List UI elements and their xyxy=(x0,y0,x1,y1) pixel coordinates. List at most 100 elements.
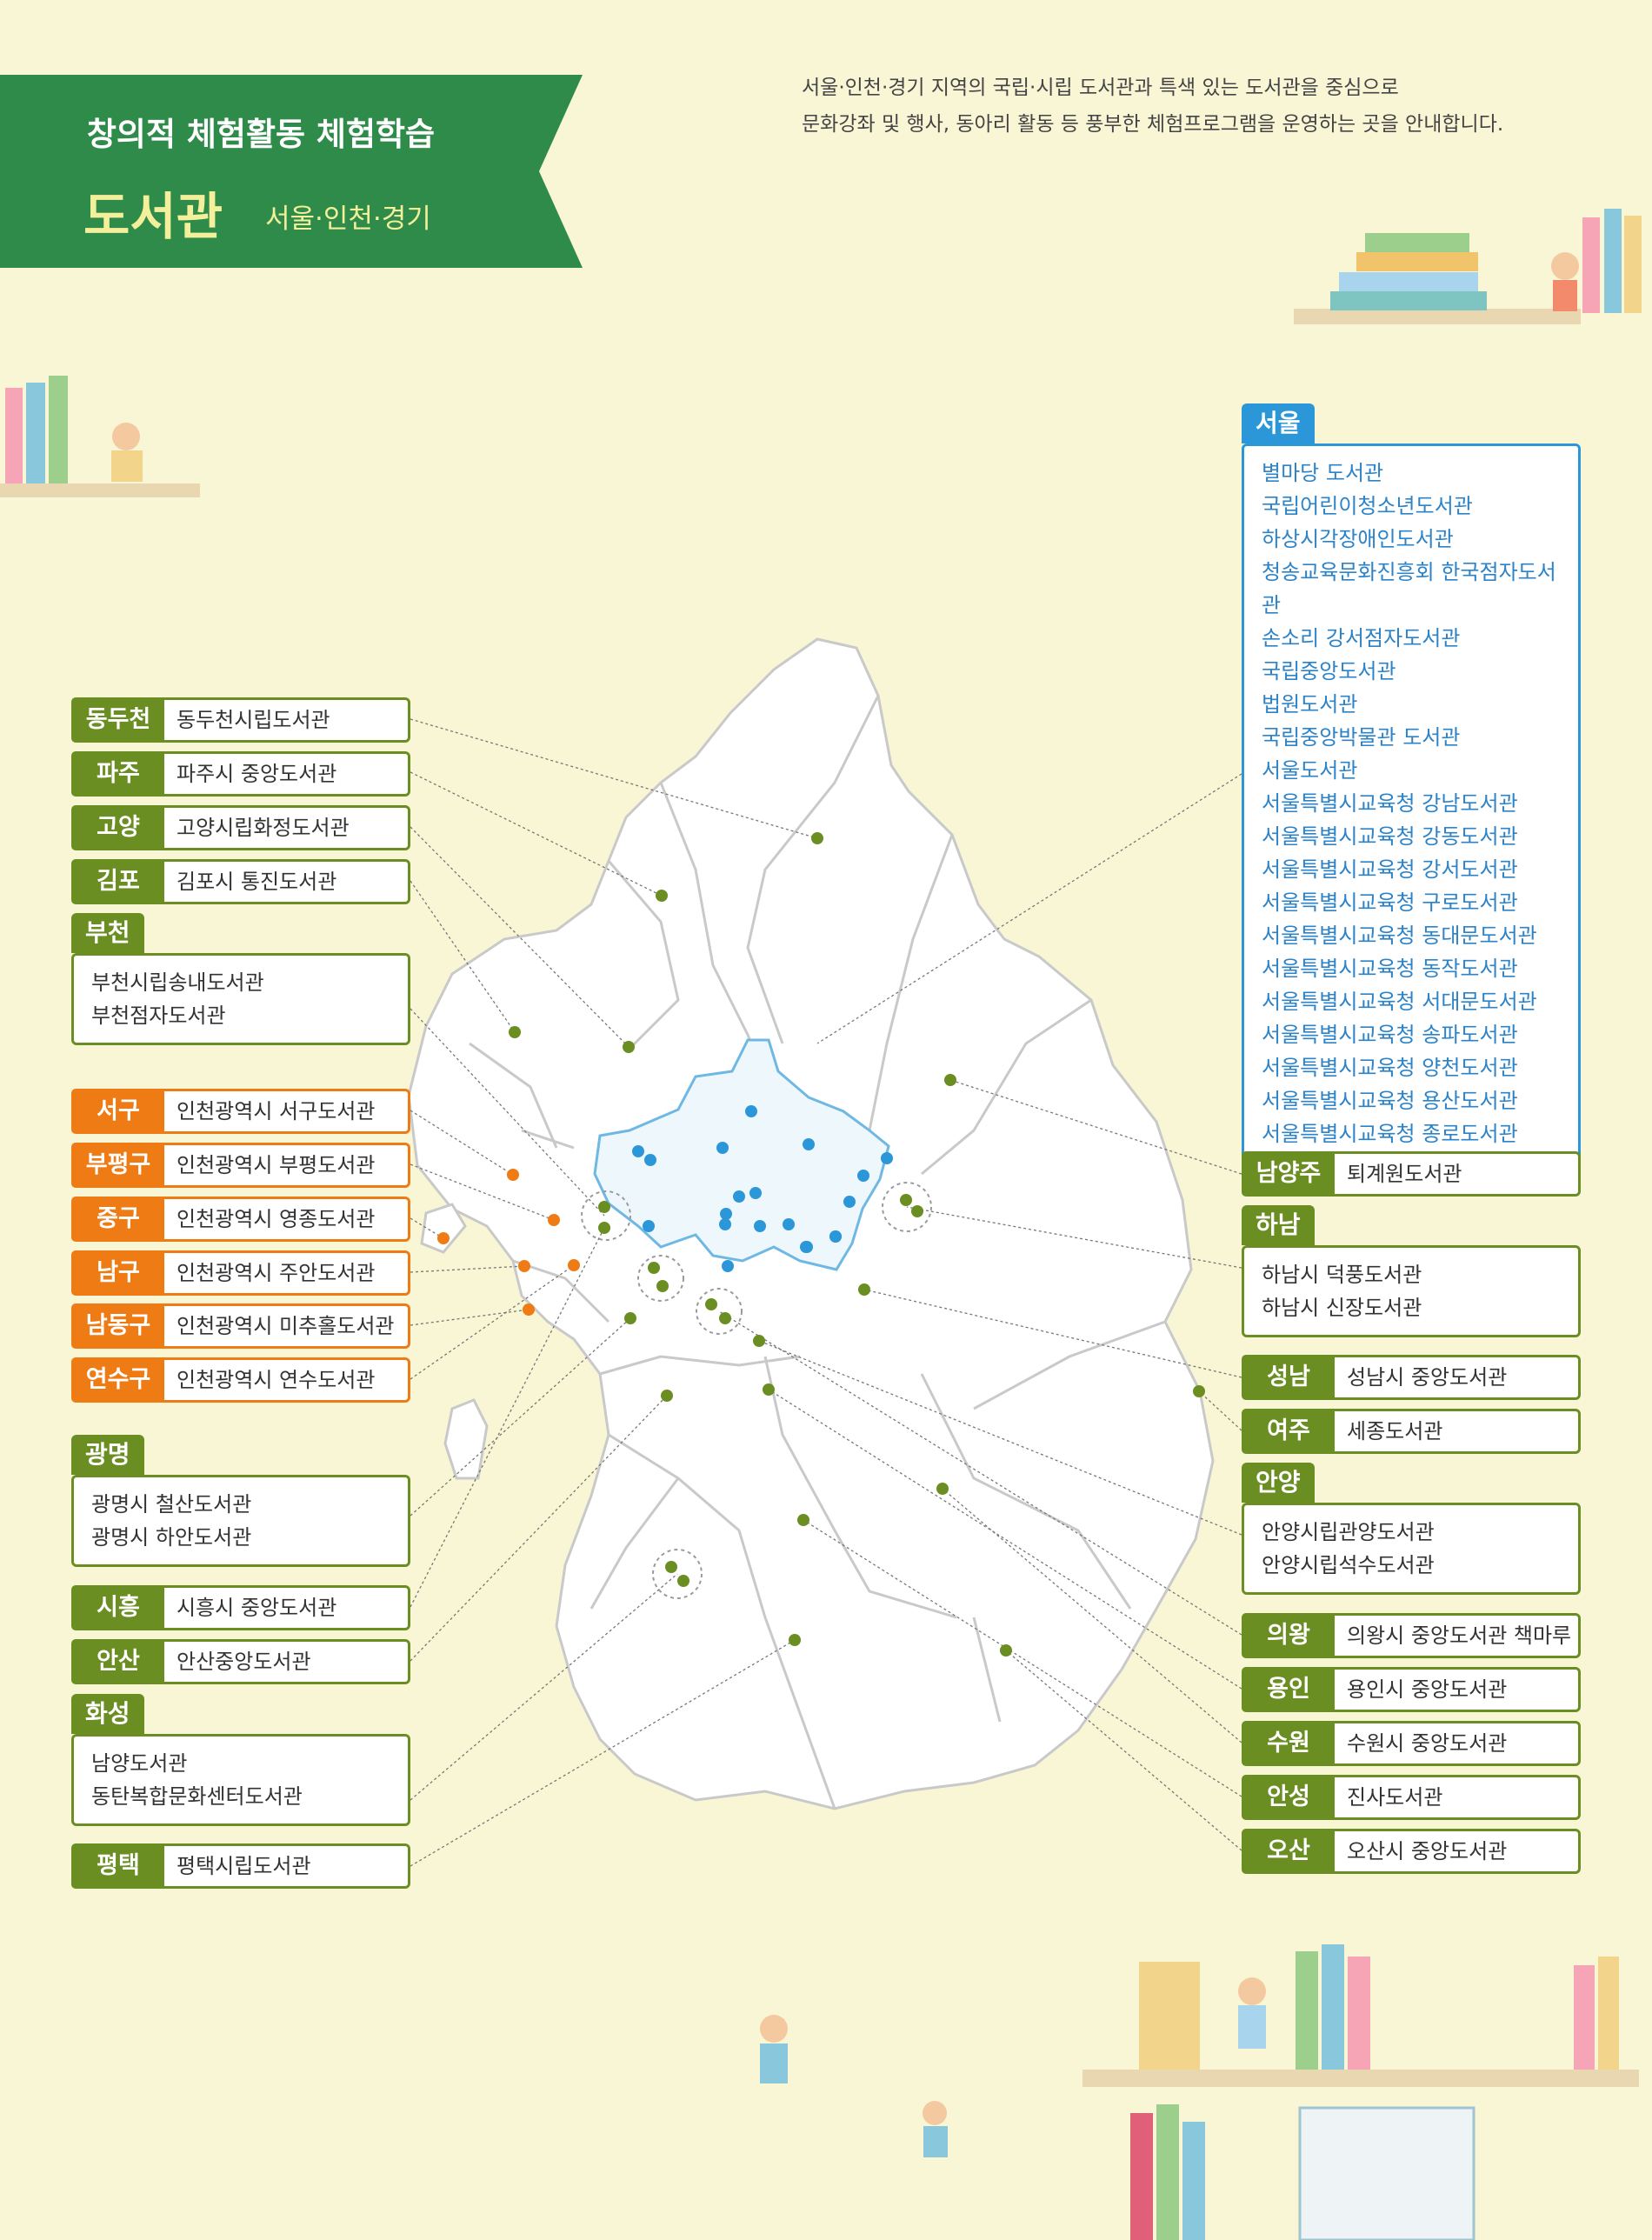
region-anyang: 안양 안양시립관양도서관 안양시립석수도서관 xyxy=(1242,1463,1581,1595)
library-name: 동두천시립도서관 xyxy=(162,697,410,743)
title-main: 창의적 체험활동 체험학습 xyxy=(86,116,436,153)
library-name: 국립어린이청소년도서관 xyxy=(1262,494,1473,518)
books-illustration-bottom xyxy=(760,1944,1639,2240)
library-marker xyxy=(858,1283,870,1296)
library-name: 부천점자도서관 xyxy=(91,1003,226,1028)
library-list: 부천시립송내도서관 부천점자도서관 xyxy=(71,953,410,1045)
region-seongnam: 성남 성남시 중앙도서관 xyxy=(1242,1355,1581,1400)
library-list: 남양도서관 동탄복합문화센터도서관 xyxy=(71,1734,410,1826)
library-name: 광명시 철산도서관 xyxy=(91,1492,252,1517)
region-label: 김포 xyxy=(71,859,165,904)
library-marker xyxy=(783,1218,795,1230)
library-marker xyxy=(936,1483,949,1495)
region-gwangmyeong: 광명 광명시 철산도서관 광명시 하안도서관 xyxy=(71,1435,410,1567)
library-marker xyxy=(632,1145,644,1157)
library-name: 안양시립관양도서관 xyxy=(1262,1520,1435,1544)
library-name: 서울특별시교육청 동작도서관 xyxy=(1262,957,1518,981)
library-marker xyxy=(1193,1385,1205,1397)
library-marker xyxy=(797,1514,809,1526)
library-name: 국립중앙박물관 도서관 xyxy=(1262,725,1461,750)
library-name: 서울특별시교육청 서대문도서관 xyxy=(1262,990,1537,1014)
region-dongducheon: 동두천 동두천시립도서관 xyxy=(71,697,410,743)
region-label: 서구 xyxy=(71,1089,165,1134)
library-name: 안산중앙도서관 xyxy=(162,1639,410,1684)
library-name: 인천광역시 영종도서관 xyxy=(162,1197,410,1242)
library-marker xyxy=(644,1154,656,1166)
library-marker xyxy=(598,1201,610,1213)
library-name: 용인시 중앙도서관 xyxy=(1332,1667,1581,1712)
region-goyang: 고양 고양시립화정도서관 xyxy=(71,805,410,850)
region-suwon: 수원 수원시 중앙도서관 xyxy=(1242,1721,1581,1766)
library-list: 하남시 덕풍도서관 하남시 신장도서관 xyxy=(1242,1245,1581,1337)
library-markers xyxy=(437,832,1205,1657)
library-name: 수원시 중앙도서관 xyxy=(1332,1721,1581,1766)
library-name: 별마당 도서관 xyxy=(1262,461,1384,485)
region-label: 평택 xyxy=(71,1843,165,1889)
library-marker xyxy=(705,1298,717,1310)
region-namgu: 남구 인천광역시 주안도서관 xyxy=(71,1250,410,1296)
title-library: 도서관 xyxy=(83,187,223,246)
region-label: 남구 xyxy=(71,1250,165,1296)
library-marker xyxy=(568,1259,580,1271)
library-name: 인천광역시 서구도서관 xyxy=(162,1089,410,1134)
library-marker xyxy=(754,1220,766,1232)
library-marker xyxy=(803,1138,815,1150)
books-illustration-left xyxy=(0,376,200,497)
library-name: 인천광역시 연수도서관 xyxy=(162,1357,410,1403)
library-marker xyxy=(719,1218,731,1230)
region-junggu: 중구 인천광역시 영종도서관 xyxy=(71,1197,410,1242)
region-gimpo: 김포 김포시 통진도서관 xyxy=(71,859,410,904)
library-list: 광명시 철산도서관 광명시 하안도서관 xyxy=(71,1475,410,1567)
library-name: 의왕시 중앙도서관 책마루 xyxy=(1332,1613,1581,1658)
region-label: 시흥 xyxy=(71,1585,165,1630)
library-name: 서울도서관 xyxy=(1262,758,1358,783)
library-name: 안양시립석수도서관 xyxy=(1262,1553,1435,1577)
region-label: 서울 xyxy=(1242,403,1315,443)
library-list: 별마당 도서관 국립어린이청소년도서관 하상시각장애인도서관 청송교육문화진흥회… xyxy=(1242,443,1581,1163)
library-marker xyxy=(720,1208,732,1220)
library-marker xyxy=(661,1390,673,1402)
library-name: 서울특별시교육청 구로도서관 xyxy=(1262,890,1518,915)
library-name: 하상시각장애인도서관 xyxy=(1262,527,1454,551)
library-name: 동탄복합문화센터도서관 xyxy=(91,1784,303,1809)
region-label: 화성 xyxy=(71,1694,144,1734)
region-label: 고양 xyxy=(71,805,165,850)
region-paju: 파주 파주시 중앙도서관 xyxy=(71,751,410,797)
cluster-circles xyxy=(581,1182,932,1599)
region-label: 오산 xyxy=(1242,1829,1336,1874)
region-label: 성남 xyxy=(1242,1355,1336,1400)
region-label: 안성 xyxy=(1242,1775,1336,1820)
region-label: 연수구 xyxy=(71,1357,165,1403)
region-label: 중구 xyxy=(71,1197,165,1242)
library-name: 인천광역시 미추홀도서관 xyxy=(162,1303,410,1349)
library-marker xyxy=(507,1169,519,1181)
library-marker xyxy=(811,832,823,844)
region-yongin: 용인 용인시 중앙도서관 xyxy=(1242,1667,1581,1712)
library-marker xyxy=(1000,1644,1012,1657)
region-label: 의왕 xyxy=(1242,1613,1336,1658)
books-illustration-top xyxy=(1294,209,1642,324)
library-marker xyxy=(733,1190,745,1203)
library-name: 부천시립송내도서관 xyxy=(91,970,264,995)
region-yeonsu: 연수구 인천광역시 연수도서관 xyxy=(71,1357,410,1403)
library-name: 광명시 하안도서관 xyxy=(91,1525,252,1550)
region-yeoju: 여주 세종도서관 xyxy=(1242,1409,1581,1454)
library-marker xyxy=(745,1105,757,1117)
library-marker xyxy=(881,1152,893,1164)
library-marker xyxy=(624,1312,636,1324)
library-marker xyxy=(857,1170,869,1182)
region-seogu: 서구 인천광역시 서구도서관 xyxy=(71,1089,410,1134)
library-name: 평택시립도서관 xyxy=(162,1843,410,1889)
library-marker xyxy=(829,1230,842,1243)
library-name: 법원도서관 xyxy=(1262,692,1358,717)
library-marker xyxy=(677,1575,689,1587)
region-siheung: 시흥 시흥시 중앙도서관 xyxy=(71,1585,410,1630)
library-marker xyxy=(648,1262,660,1274)
library-marker xyxy=(719,1312,731,1324)
library-name: 서울특별시교육청 송파도서관 xyxy=(1262,1023,1518,1047)
library-marker xyxy=(623,1041,635,1053)
library-name: 파주시 중앙도서관 xyxy=(162,751,410,797)
library-marker xyxy=(509,1026,521,1038)
library-name: 고양시립화정도서관 xyxy=(162,805,410,850)
